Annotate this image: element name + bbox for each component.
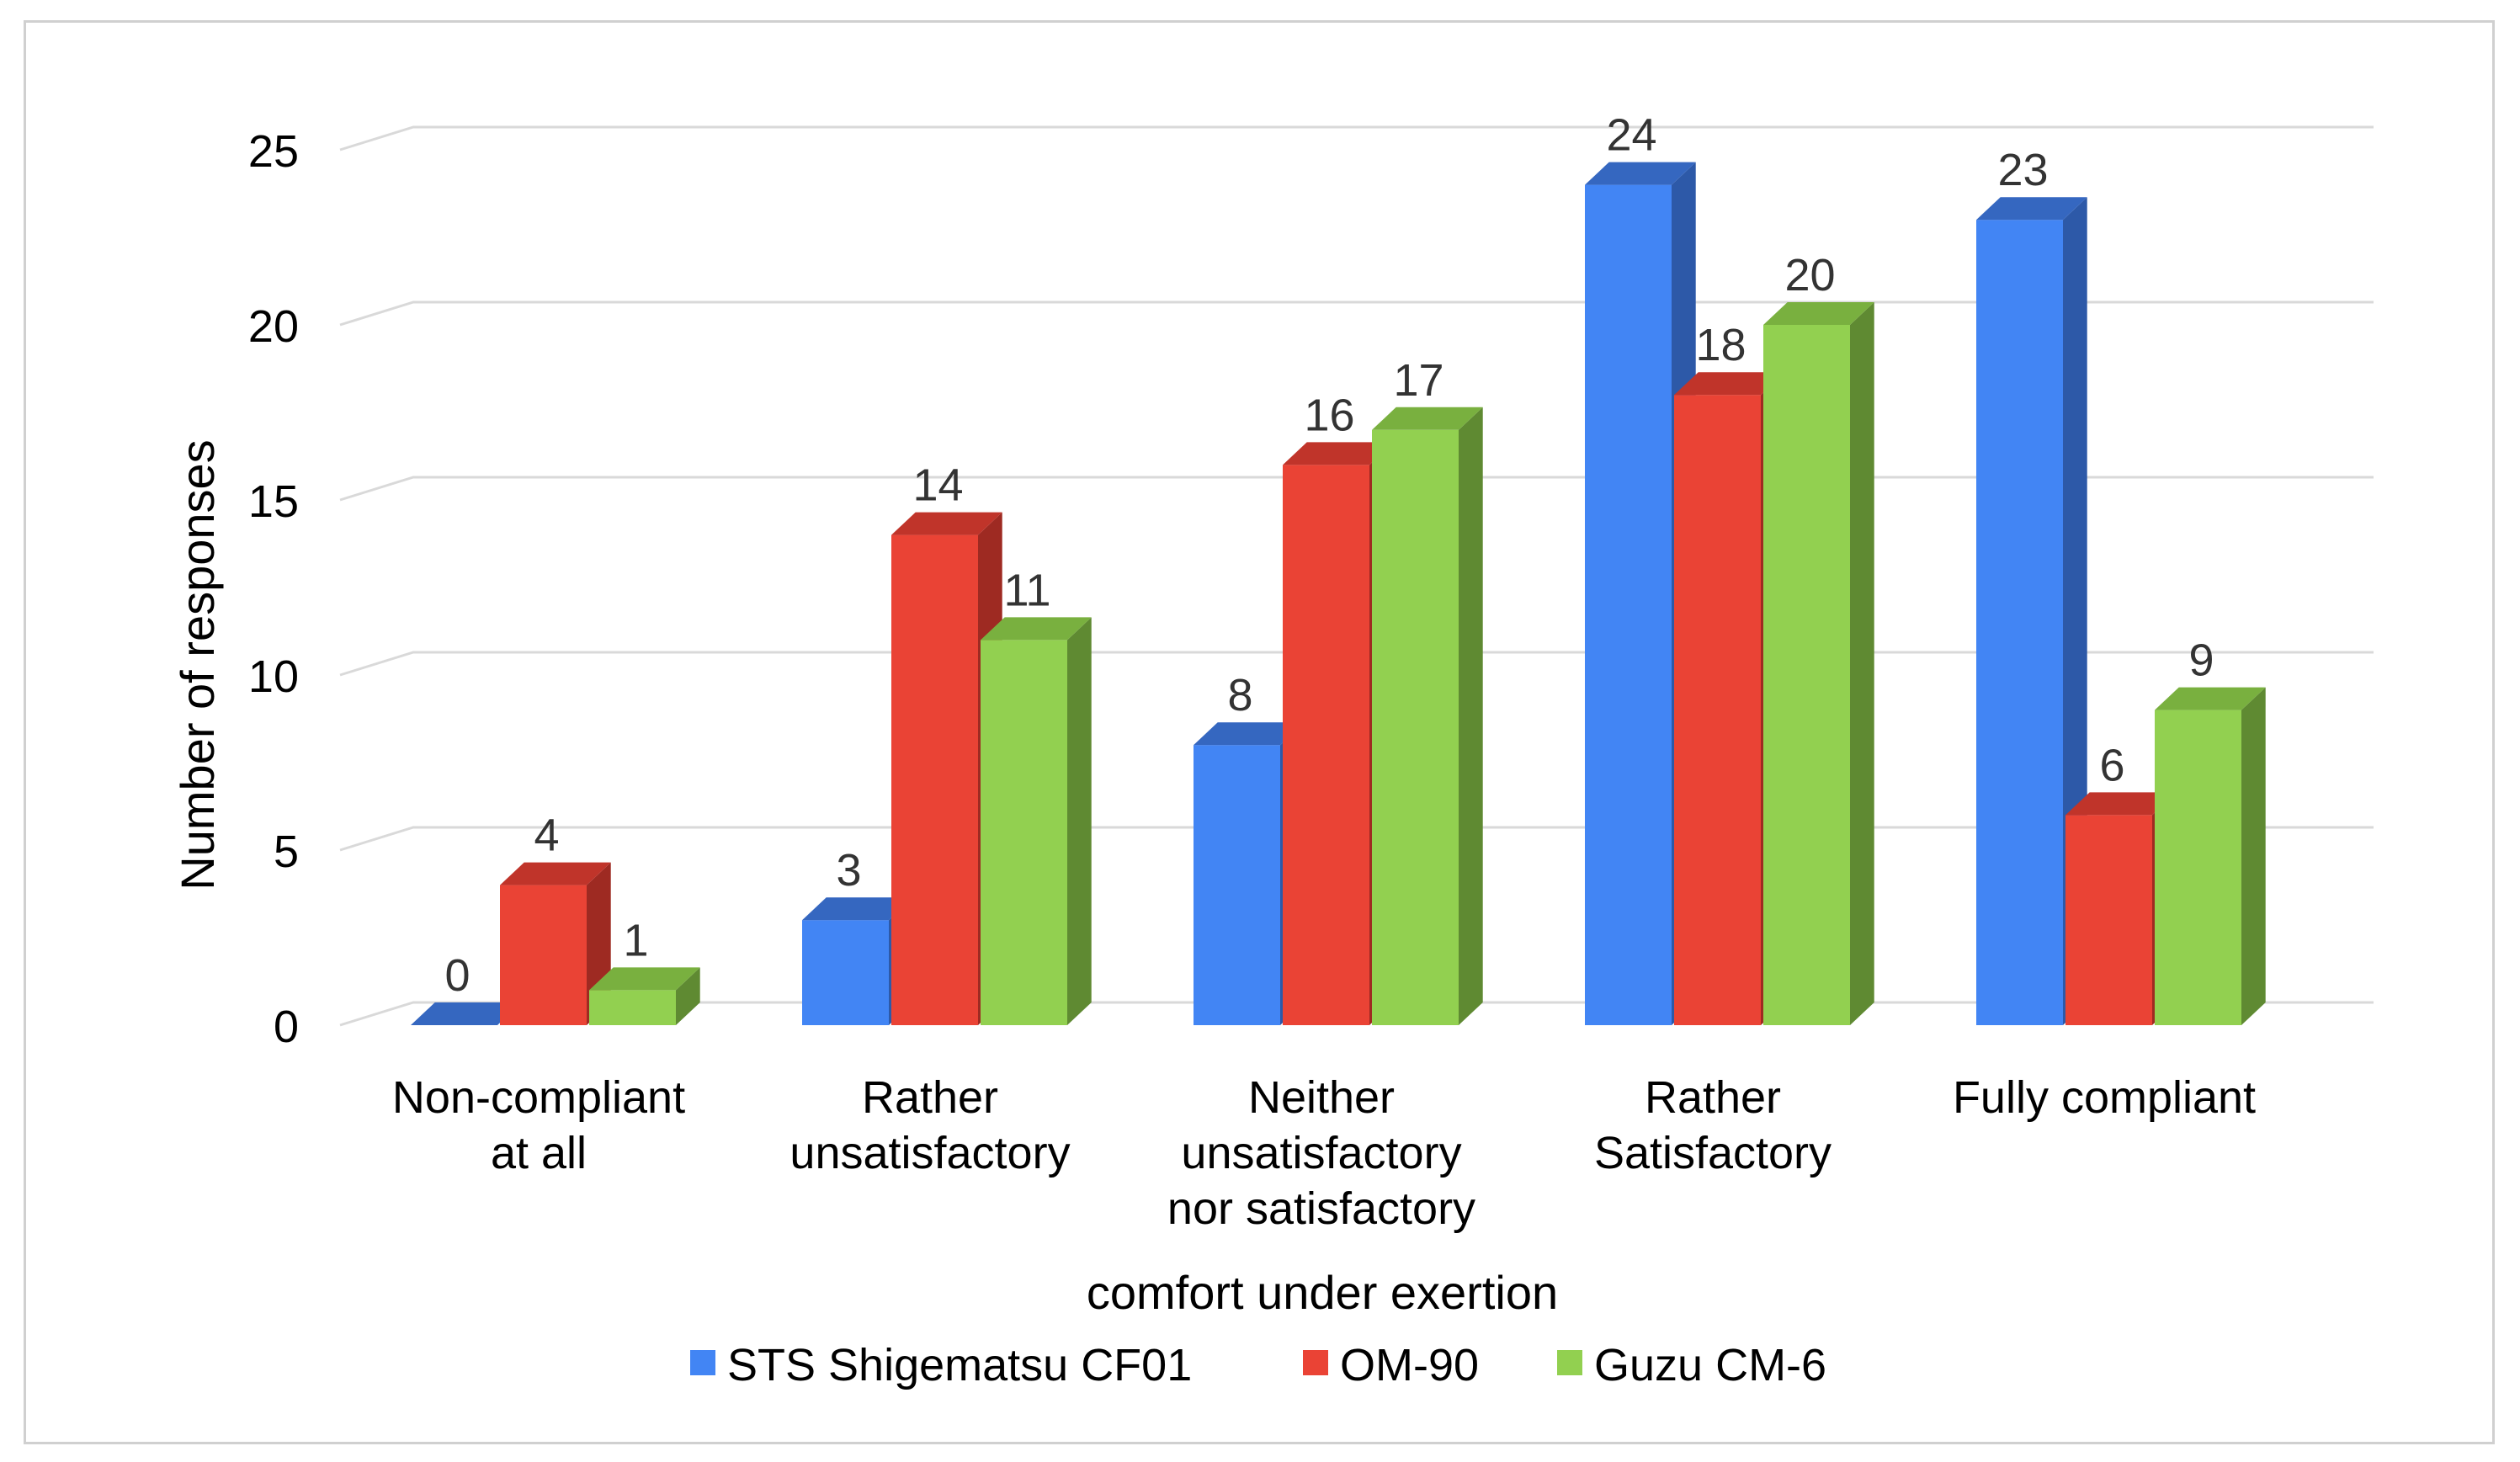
bar-front <box>981 640 1067 1025</box>
y-axis-title: Number of responses <box>171 439 224 890</box>
bar-top <box>1763 302 1874 325</box>
legend-swatch <box>1557 1350 1582 1375</box>
legend-item: STS Shigematsu CF01 <box>690 1340 1192 1390</box>
bar-side <box>1850 302 1874 1025</box>
data-label: 23 <box>1997 145 2048 195</box>
bar-top <box>2155 687 2266 710</box>
legend-swatch <box>1303 1350 1328 1375</box>
gridline <box>339 300 2374 327</box>
bar-side <box>1067 617 1092 1025</box>
bar-top <box>2065 792 2177 816</box>
bar-front <box>1283 465 1369 1025</box>
bar <box>1763 302 1874 1025</box>
data-label: 11 <box>1003 565 1050 615</box>
bar-front <box>1372 429 1459 1025</box>
bar-front <box>1763 325 1850 1025</box>
bar-side <box>1459 407 1483 1025</box>
data-label: 17 <box>1393 355 1443 406</box>
data-label: 20 <box>1784 250 1835 300</box>
bar-top <box>411 1002 522 1025</box>
data-label: 6 <box>2099 740 2124 790</box>
bar-top <box>1372 407 1483 430</box>
bar-top <box>1976 197 2087 221</box>
bar <box>2155 687 2266 1025</box>
y-tick-label: 15 <box>248 476 299 527</box>
y-tick-label: 5 <box>274 827 299 877</box>
bar <box>981 617 1092 1025</box>
bar <box>1372 407 1483 1025</box>
bar <box>589 967 700 1025</box>
legend-label: STS Shigematsu CF01 <box>727 1340 1192 1390</box>
bar-front <box>2065 815 2152 1025</box>
bar <box>411 1002 522 1025</box>
bar-front <box>2155 710 2241 1025</box>
data-label: 14 <box>912 460 963 511</box>
bar-front <box>500 885 587 1025</box>
legend-label: OM-90 <box>1340 1340 1479 1390</box>
data-label: 1 <box>623 915 648 965</box>
x-axis-categories: Non-compliant at all Rather unsatisfactory N… <box>392 1072 2256 1234</box>
y-tick-label: 25 <box>248 126 299 177</box>
legend-label: Guzu CM-6 <box>1594 1340 1826 1390</box>
data-label: 18 <box>1695 320 1746 370</box>
bar-top <box>1585 162 1696 185</box>
y-axis-ticks: 0 5 10 15 20 25 <box>248 126 299 1052</box>
bar <box>1283 442 1394 1025</box>
bar-side <box>676 967 700 1025</box>
legend-item: Guzu CM-6 <box>1557 1340 1826 1390</box>
bar-side <box>2241 687 2266 1025</box>
x-axis-title: comfort under exertion <box>1087 1266 1558 1319</box>
x-tick-label: Rather Satisfactory <box>1594 1072 1832 1178</box>
gridline <box>339 125 2374 152</box>
bars-layer <box>411 162 2266 1026</box>
y-tick-label: 20 <box>248 301 299 352</box>
data-label: 16 <box>1304 390 1354 440</box>
data-label: 3 <box>836 845 861 896</box>
data-label: 9 <box>2188 635 2214 686</box>
bar-front <box>1674 395 1761 1025</box>
x-tick-label: Rather unsatisfactory <box>789 1072 1070 1178</box>
y-tick-label: 10 <box>248 651 299 702</box>
legend-item: OM-90 <box>1303 1340 1479 1390</box>
bar-top <box>1194 722 1305 746</box>
bar-front <box>1585 184 1672 1026</box>
bar-top <box>1283 442 1394 465</box>
bar-front <box>1976 220 2063 1025</box>
bar-top <box>891 512 1002 535</box>
bar-top <box>589 967 700 991</box>
data-label: 8 <box>1227 670 1252 720</box>
bar-front <box>1194 745 1280 1025</box>
bar-top <box>500 862 611 885</box>
bar-front <box>802 920 889 1025</box>
legend-swatch <box>690 1350 715 1375</box>
bar <box>1585 162 1696 1026</box>
bar-front <box>891 534 978 1025</box>
y-tick-label: 0 <box>274 1002 299 1052</box>
bar-top <box>981 617 1092 641</box>
legend: STS Shigematsu CF01 OM-90 Guzu CM-6 <box>690 1340 1826 1390</box>
x-tick-label: Neither unsatisfactory nor satisfactory <box>1167 1072 1475 1234</box>
data-label: 24 <box>1606 110 1656 161</box>
data-label: 4 <box>534 811 559 861</box>
data-labels-layer: 0 4 1 3 14 11 8 16 17 24 18 20 23 6 9 <box>444 110 2214 1001</box>
bar-top <box>802 897 913 921</box>
data-label: 0 <box>444 950 470 1001</box>
bar-front <box>589 990 676 1025</box>
bar-top <box>1674 372 1785 396</box>
x-tick-label: Non-compliant at all <box>392 1072 685 1178</box>
x-tick-label: Fully compliant <box>1953 1072 2256 1123</box>
